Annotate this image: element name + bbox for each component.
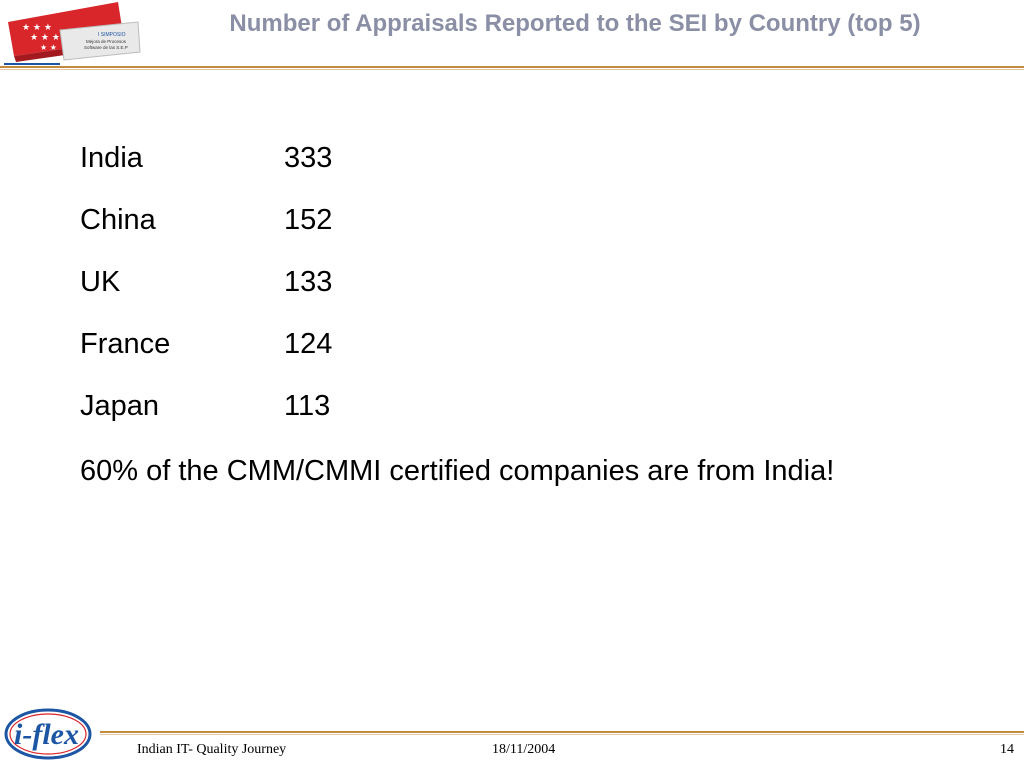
country-name: China (80, 204, 156, 236)
logo-line-3: Software de las S.E.P (84, 45, 128, 50)
country-name: UK (80, 266, 121, 298)
logo-line-2: Mejora de Procesos (86, 39, 127, 44)
slide-title: Number of Appraisals Reported to the SEI… (229, 10, 921, 37)
appraisal-row: India 333 (80, 142, 940, 204)
country-name: India (80, 142, 143, 174)
appraisal-count: 152 (284, 204, 333, 236)
appraisal-row: France 124 (80, 328, 940, 390)
footer-page-number: 14 (1000, 742, 1014, 757)
appraisal-row: UK 133 (80, 266, 940, 328)
footer-rule-shadow (100, 734, 1024, 735)
appraisal-count: 113 (284, 390, 331, 422)
logo-line-1: I SIMPOSIO (98, 32, 126, 38)
simposio-logo: ★ ★ ★ ★ ★ ★ ★ ★ I SIMPOSIO Mejora de Pro… (4, 2, 141, 65)
appraisal-list: India 333 China 152 UK 133 France 124 Ja… (80, 142, 940, 492)
footer-rule (100, 731, 1024, 733)
appraisal-count: 133 (284, 266, 333, 298)
footer-date: 18/11/2004 (492, 742, 556, 757)
country-name: France (80, 328, 171, 360)
i-flex-logo: i-flex (4, 708, 92, 760)
header-rule (0, 66, 1024, 68)
summary-note: 60% of the CMM/CMMI certified companies … (80, 455, 835, 487)
footer-presentation-title: Indian IT- Quality Journey (137, 742, 287, 757)
appraisal-row: Japan 113 (80, 390, 940, 452)
svg-text:★ ★: ★ ★ (40, 43, 57, 52)
i-flex-logo-text: i-flex (14, 718, 79, 751)
svg-text:★ ★ ★: ★ ★ ★ (22, 23, 52, 33)
appraisal-count: 124 (284, 328, 333, 360)
svg-text:★ ★ ★: ★ ★ ★ (30, 33, 60, 43)
appraisal-row: China 152 (80, 204, 940, 266)
country-name: Japan (80, 390, 160, 422)
appraisal-count: 333 (284, 142, 333, 174)
header-rule-shadow (0, 69, 1024, 70)
